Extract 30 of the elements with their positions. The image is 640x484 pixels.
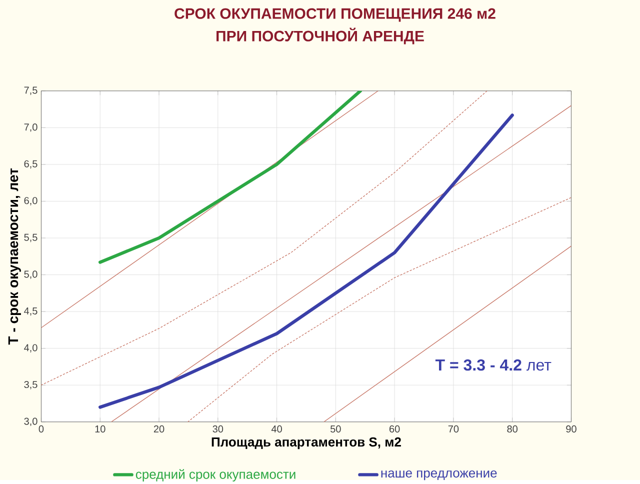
y-tick-label: 5,5 <box>24 234 38 242</box>
x-tick-label: 10 <box>95 425 106 432</box>
y-tick-label: 6,5 <box>24 160 38 168</box>
legend-label: наше предложение <box>381 470 497 480</box>
y-tick-label: 5,0 <box>24 270 38 279</box>
x-axis-title: Площадь апартаментов S, м2 <box>212 437 401 450</box>
x-tick-label: 80 <box>507 425 518 432</box>
y-tick-label: 7,0 <box>24 123 38 132</box>
line-series <box>98 90 362 264</box>
y-tick-label: 4,0 <box>24 344 38 352</box>
line-series <box>188 197 572 422</box>
x-tick-label: 50 <box>330 425 341 432</box>
chart-title: СРОК ОКУПАЕМОСТИ ПОМЕЩЕНИЯ 246 м2 <box>174 8 496 22</box>
y-tick-label: 4,5 <box>24 307 38 316</box>
x-tick-label: 60 <box>389 425 400 432</box>
y-tick-label: 6,0 <box>24 196 38 206</box>
y-tick-label: 7,5 <box>24 86 38 95</box>
y-tick-label: 3,5 <box>24 380 38 390</box>
x-tick-label: 0 <box>38 425 44 432</box>
annotation: T = 3.3 - 4.2 лет <box>435 359 552 371</box>
x-tick-label: 30 <box>212 425 224 432</box>
x-tick-label: 20 <box>154 425 164 432</box>
y-tick-label: 3,0 <box>24 418 38 426</box>
line-series <box>41 90 488 386</box>
x-tick-label: 40 <box>271 425 282 432</box>
y-axis-title: T - срок окупаемости, лет <box>8 168 21 344</box>
chart-subtitle: ПРИ ПОСУТОЧНОЙ АРЕНДЕ <box>216 28 424 44</box>
x-tick-label: 90 <box>566 425 576 432</box>
legend-label: средний срок окупаемости <box>136 468 296 482</box>
x-tick-label: 70 <box>448 425 459 432</box>
